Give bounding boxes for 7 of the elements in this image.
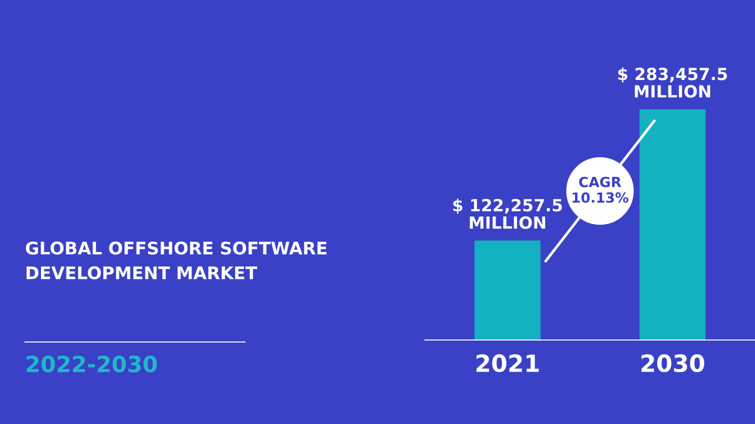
x-tick-label: 2021: [476, 354, 539, 372]
annotation: CAGR 10.13%: [572, 176, 628, 203]
data-label: $ 122,257.5 MILLION: [453, 198, 562, 229]
x-tick-label: 2030: [642, 354, 704, 372]
data-label: $ 283,457.5 MILLION: [618, 67, 727, 98]
text: 2022-2030: [26, 356, 157, 372]
text: GLOBAL OFFSHORE SOFTWARE DEVELOPMENT MARKET: [26, 242, 326, 280]
